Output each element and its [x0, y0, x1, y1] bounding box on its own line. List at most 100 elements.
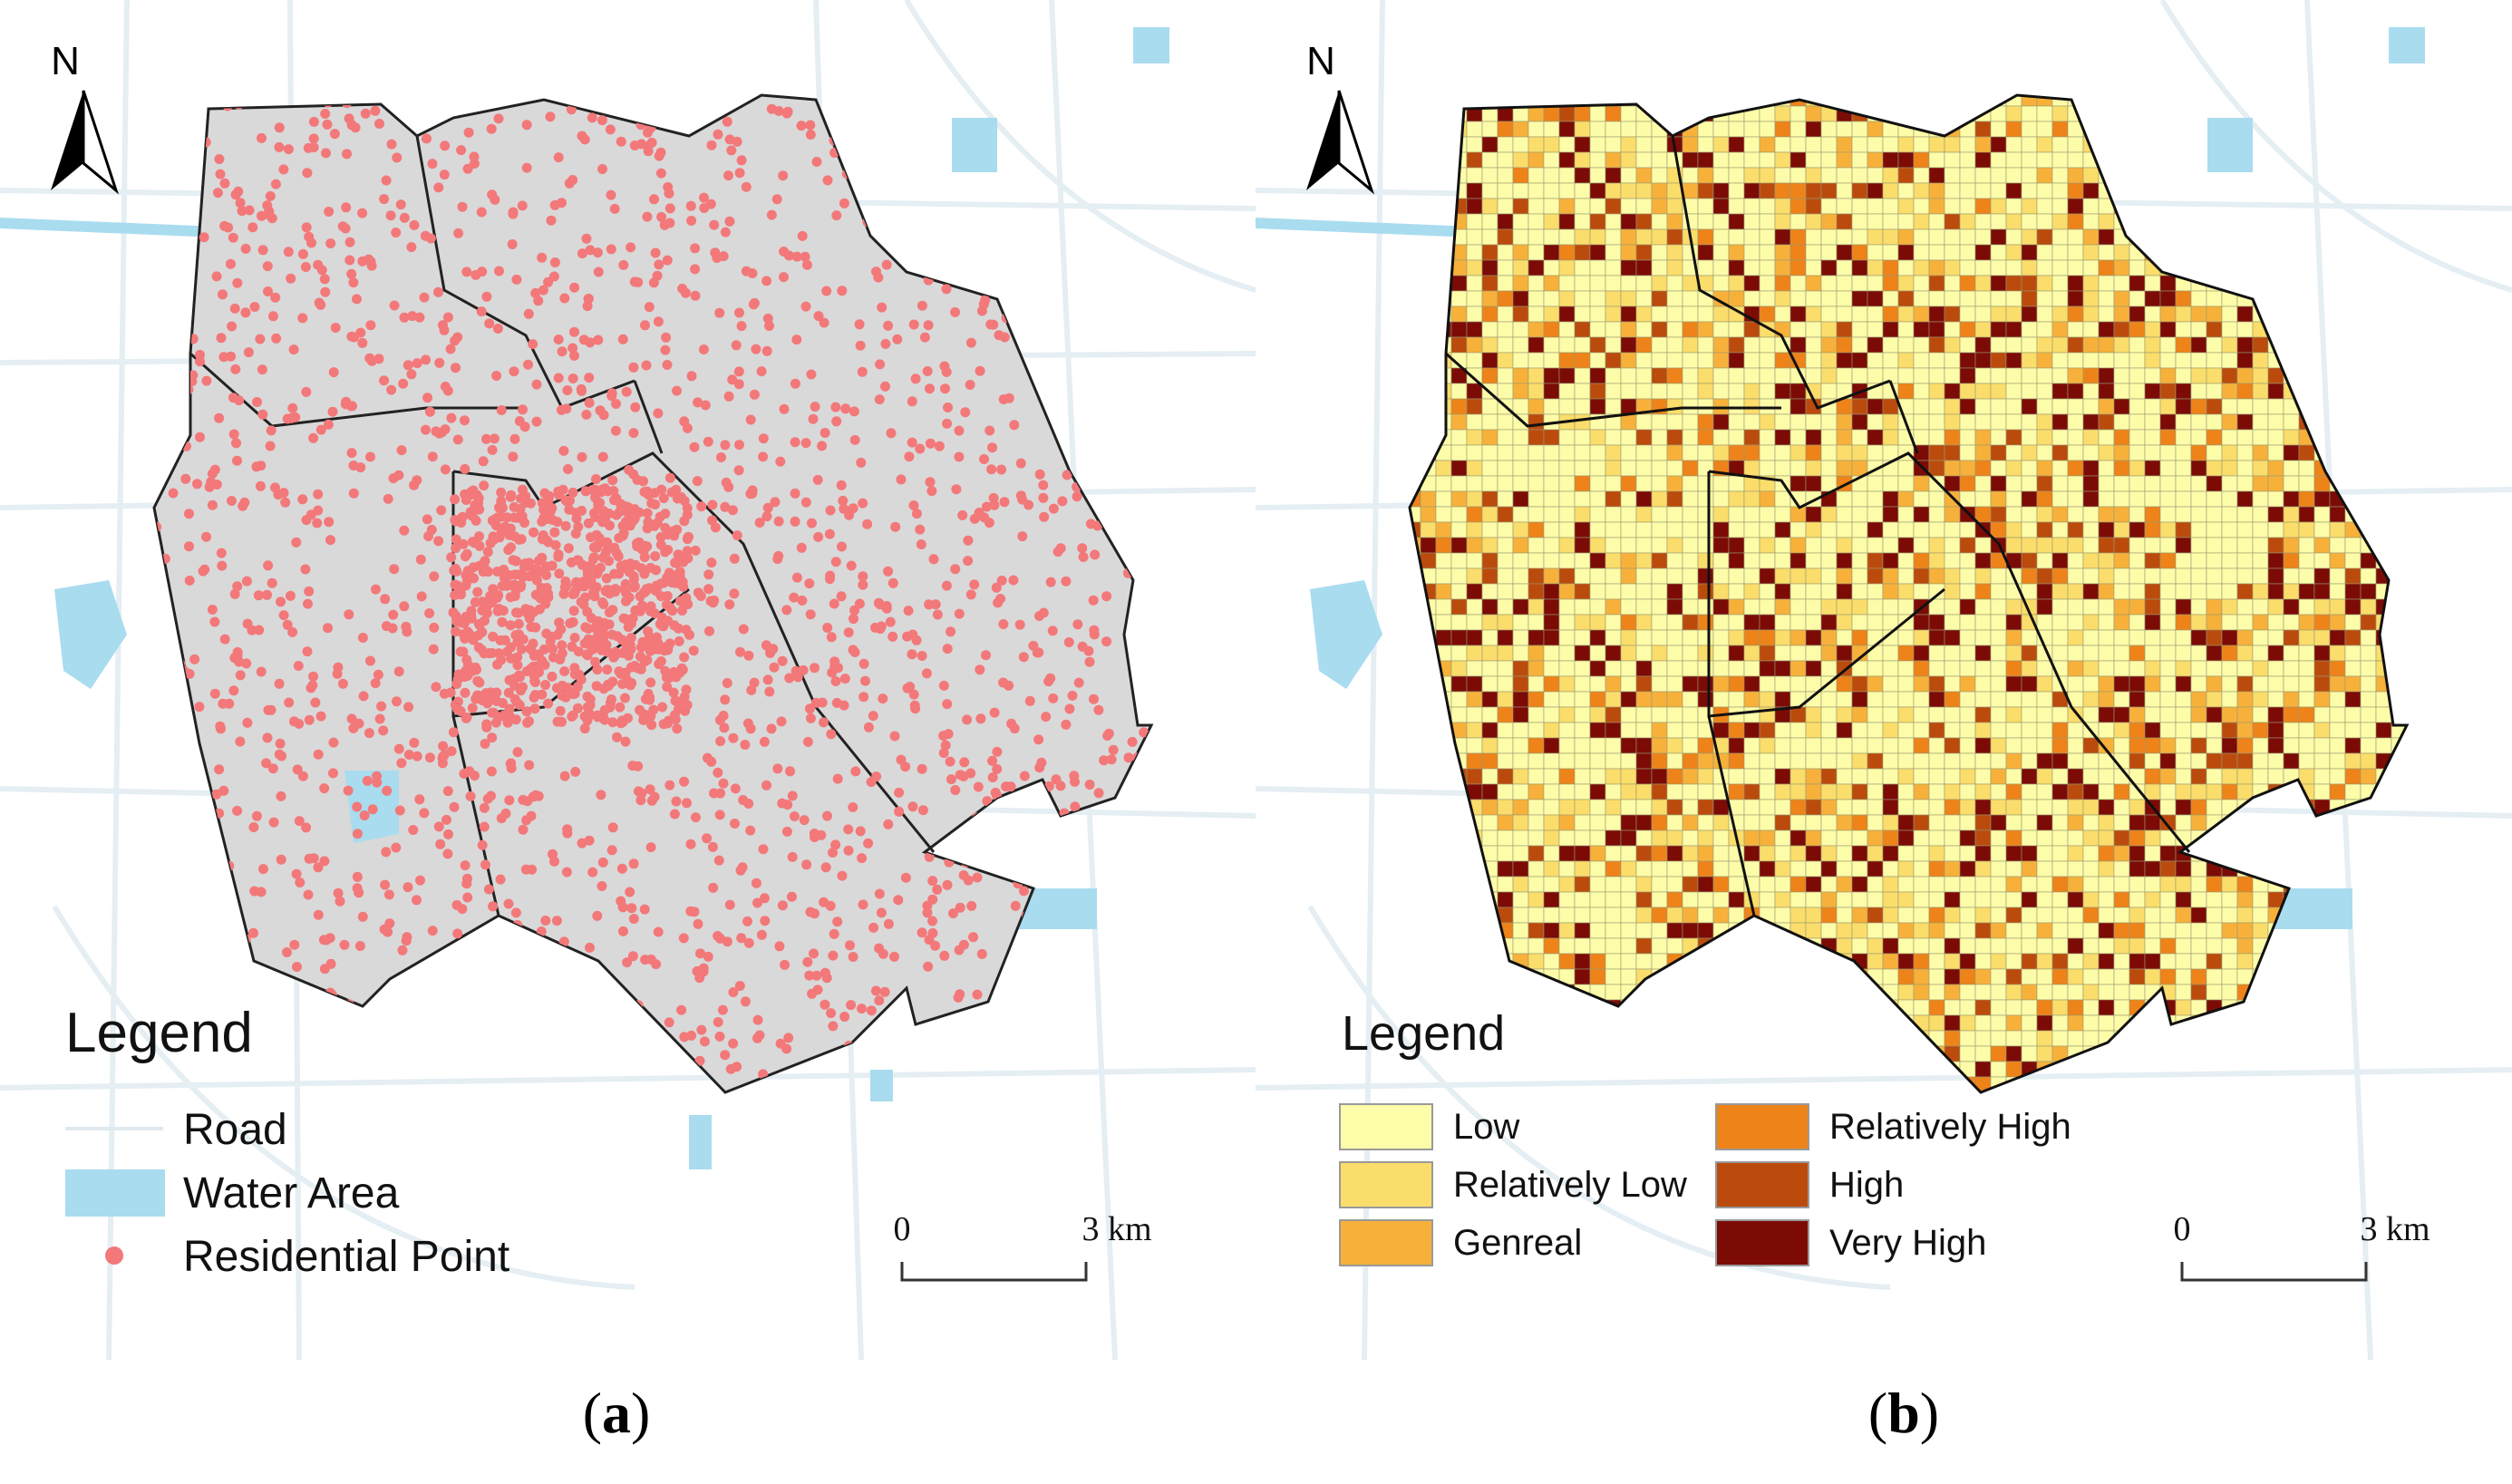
residential-point	[599, 714, 610, 725]
grid-cell	[1666, 506, 1683, 523]
residential-point	[758, 433, 769, 444]
residential-point	[1080, 1041, 1091, 1052]
grid-cell	[2236, 306, 2254, 323]
residential-point	[313, 489, 324, 500]
residential-point	[303, 598, 313, 609]
residential-point	[557, 716, 567, 727]
grid-cell	[2221, 336, 2238, 354]
grid-cell	[1990, 398, 2007, 415]
grid-cell	[1867, 228, 1884, 246]
grid-cell	[1543, 598, 1560, 616]
residential-point	[1131, 276, 1142, 286]
grid-cell	[2221, 244, 2238, 261]
grid-cell	[1944, 259, 1961, 276]
grid-cell	[1959, 460, 1976, 477]
residential-point	[1039, 511, 1050, 522]
grid-cell	[2129, 460, 2146, 477]
grid-cell	[2067, 228, 2084, 246]
residential-point	[982, 796, 993, 807]
residential-point	[536, 583, 547, 593]
grid-cell	[2391, 567, 2407, 585]
residential-point	[987, 772, 998, 782]
grid-cell	[2159, 629, 2177, 646]
residential-point	[160, 553, 170, 564]
residential-point	[606, 845, 617, 856]
residential-point	[154, 866, 165, 877]
residential-point	[592, 910, 603, 921]
residential-point	[845, 143, 856, 154]
grid-cell	[2252, 275, 2269, 292]
residential-point	[559, 666, 570, 676]
grid-cell	[2283, 213, 2300, 230]
residential-point	[480, 859, 490, 870]
residential-point	[506, 642, 517, 653]
grid-cell	[1497, 521, 1514, 538]
grid-cell	[2144, 444, 2161, 461]
grid-cell	[1928, 167, 1945, 184]
grid-cell	[1512, 490, 1529, 508]
grid-cell	[2236, 490, 2254, 508]
residential-point	[720, 694, 731, 705]
grid-cell	[2360, 121, 2377, 138]
residential-point	[1007, 1001, 1018, 1012]
grid-cell	[1882, 567, 1899, 585]
residential-point	[742, 916, 752, 926]
residential-point	[1088, 595, 1099, 606]
grid-cell	[2406, 429, 2407, 446]
residential-point	[164, 857, 175, 868]
grid-cell	[2005, 321, 2022, 338]
grid-cell	[2406, 182, 2407, 199]
residential-point	[486, 790, 496, 801]
grid-cell	[2360, 629, 2377, 646]
residential-point	[893, 233, 904, 244]
residential-point	[810, 832, 820, 842]
grid-cell	[1774, 598, 1791, 616]
grid-cell	[1897, 95, 1915, 107]
residential-point	[158, 658, 169, 669]
residential-point	[324, 207, 335, 217]
residential-point	[503, 687, 514, 698]
residential-point	[713, 767, 723, 778]
grid-cell	[1805, 567, 1822, 585]
residential-point	[158, 152, 169, 162]
residential-point	[999, 279, 1010, 290]
grid-cell	[2159, 413, 2177, 431]
grid-cell	[1836, 614, 1853, 631]
residential-point	[934, 441, 945, 451]
residential-point	[184, 541, 194, 552]
grid-cell	[1789, 413, 1807, 431]
residential-point	[978, 299, 989, 310]
residential-point	[1061, 719, 1072, 730]
grid-cell	[2252, 475, 2269, 492]
residential-point	[530, 589, 541, 600]
grid-cell	[1605, 275, 1622, 292]
grid-cell	[1481, 321, 1498, 338]
grid-cell	[1867, 583, 1884, 600]
grid-cell	[1450, 306, 1468, 323]
residential-point	[458, 646, 469, 657]
residential-point	[530, 690, 540, 700]
grid-cell	[1497, 213, 1514, 230]
grid-cell	[1620, 198, 1637, 215]
grid-cell	[1420, 552, 1437, 569]
grid-cell	[1836, 583, 1853, 600]
residential-point	[591, 474, 601, 484]
grid-cell	[1620, 629, 1637, 646]
residential-point	[747, 268, 758, 278]
residential-point	[505, 620, 516, 631]
residential-point	[374, 713, 385, 724]
grid-cell	[2298, 629, 2315, 646]
grid-cell	[1928, 506, 1945, 523]
residential-point	[627, 761, 638, 771]
grid-cell	[1543, 182, 1560, 199]
residential-point	[942, 699, 953, 710]
residential-point	[172, 142, 182, 153]
grid-cell	[1789, 228, 1807, 246]
residential-point	[451, 563, 461, 574]
residential-point	[779, 272, 789, 283]
grid-cell	[1820, 598, 1838, 616]
residential-point	[590, 512, 601, 522]
residential-point	[1074, 856, 1085, 867]
grid-cell	[1589, 121, 1606, 138]
residential-point	[908, 500, 919, 510]
